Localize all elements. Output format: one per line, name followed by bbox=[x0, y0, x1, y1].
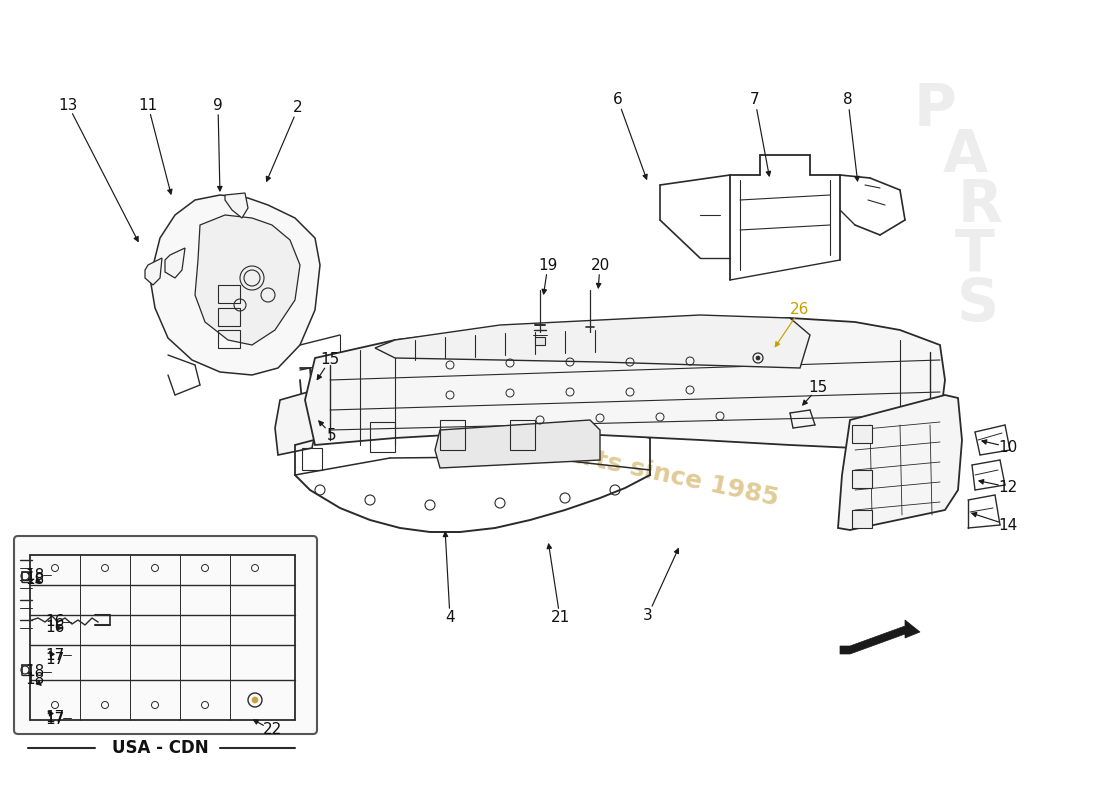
Text: 16: 16 bbox=[45, 614, 65, 630]
Polygon shape bbox=[165, 248, 185, 278]
Polygon shape bbox=[375, 315, 810, 368]
Text: 11: 11 bbox=[139, 98, 157, 113]
Polygon shape bbox=[150, 195, 320, 375]
Text: 6: 6 bbox=[613, 93, 623, 107]
Text: 19: 19 bbox=[538, 258, 558, 273]
Text: 16: 16 bbox=[45, 621, 65, 635]
Text: 18: 18 bbox=[25, 567, 45, 582]
Bar bbox=[510, 420, 535, 450]
Text: 18: 18 bbox=[25, 665, 45, 679]
Bar bbox=[852, 510, 872, 528]
Bar bbox=[370, 422, 395, 452]
Text: 17: 17 bbox=[45, 713, 65, 727]
Text: 17: 17 bbox=[45, 710, 65, 726]
Bar bbox=[218, 330, 240, 348]
Text: a passion for parts since 1985: a passion for parts since 1985 bbox=[359, 399, 781, 511]
Circle shape bbox=[252, 697, 258, 703]
Text: S: S bbox=[957, 277, 999, 334]
Text: USA - CDN: USA - CDN bbox=[112, 739, 208, 757]
Text: 18: 18 bbox=[25, 573, 45, 587]
Polygon shape bbox=[226, 193, 248, 218]
Polygon shape bbox=[434, 420, 600, 468]
Bar bbox=[218, 285, 240, 303]
Text: A: A bbox=[943, 126, 988, 183]
Text: 17: 17 bbox=[45, 647, 65, 662]
Text: T: T bbox=[955, 226, 994, 283]
Text: 4: 4 bbox=[446, 610, 454, 626]
Bar bbox=[302, 448, 322, 470]
Circle shape bbox=[756, 356, 760, 360]
Text: 18: 18 bbox=[25, 673, 45, 687]
Text: 26: 26 bbox=[790, 302, 810, 318]
Bar bbox=[440, 420, 465, 450]
Bar bbox=[218, 308, 240, 326]
Text: 21: 21 bbox=[550, 610, 570, 626]
Polygon shape bbox=[838, 395, 962, 530]
Bar bbox=[852, 425, 872, 443]
Polygon shape bbox=[195, 215, 300, 345]
Text: 12: 12 bbox=[999, 479, 1018, 494]
Bar bbox=[852, 470, 872, 488]
Text: 22: 22 bbox=[263, 722, 282, 738]
Text: 8: 8 bbox=[844, 93, 852, 107]
Text: 15: 15 bbox=[808, 381, 827, 395]
Polygon shape bbox=[840, 620, 920, 654]
Text: 20: 20 bbox=[591, 258, 609, 273]
Text: 15: 15 bbox=[320, 353, 340, 367]
Text: P: P bbox=[914, 82, 956, 138]
Text: 2: 2 bbox=[294, 101, 302, 115]
FancyBboxPatch shape bbox=[14, 536, 317, 734]
Text: R: R bbox=[957, 177, 1002, 234]
Text: 13: 13 bbox=[58, 98, 78, 113]
Polygon shape bbox=[275, 390, 318, 455]
Text: 5: 5 bbox=[327, 427, 337, 442]
Text: 14: 14 bbox=[999, 518, 1018, 533]
Text: 7: 7 bbox=[750, 93, 760, 107]
Polygon shape bbox=[305, 318, 945, 448]
Text: 10: 10 bbox=[999, 439, 1018, 454]
Bar bbox=[535, 337, 544, 345]
Text: 3: 3 bbox=[644, 607, 653, 622]
Text: 17: 17 bbox=[45, 653, 65, 667]
Text: 9: 9 bbox=[213, 98, 223, 113]
Polygon shape bbox=[145, 258, 162, 285]
